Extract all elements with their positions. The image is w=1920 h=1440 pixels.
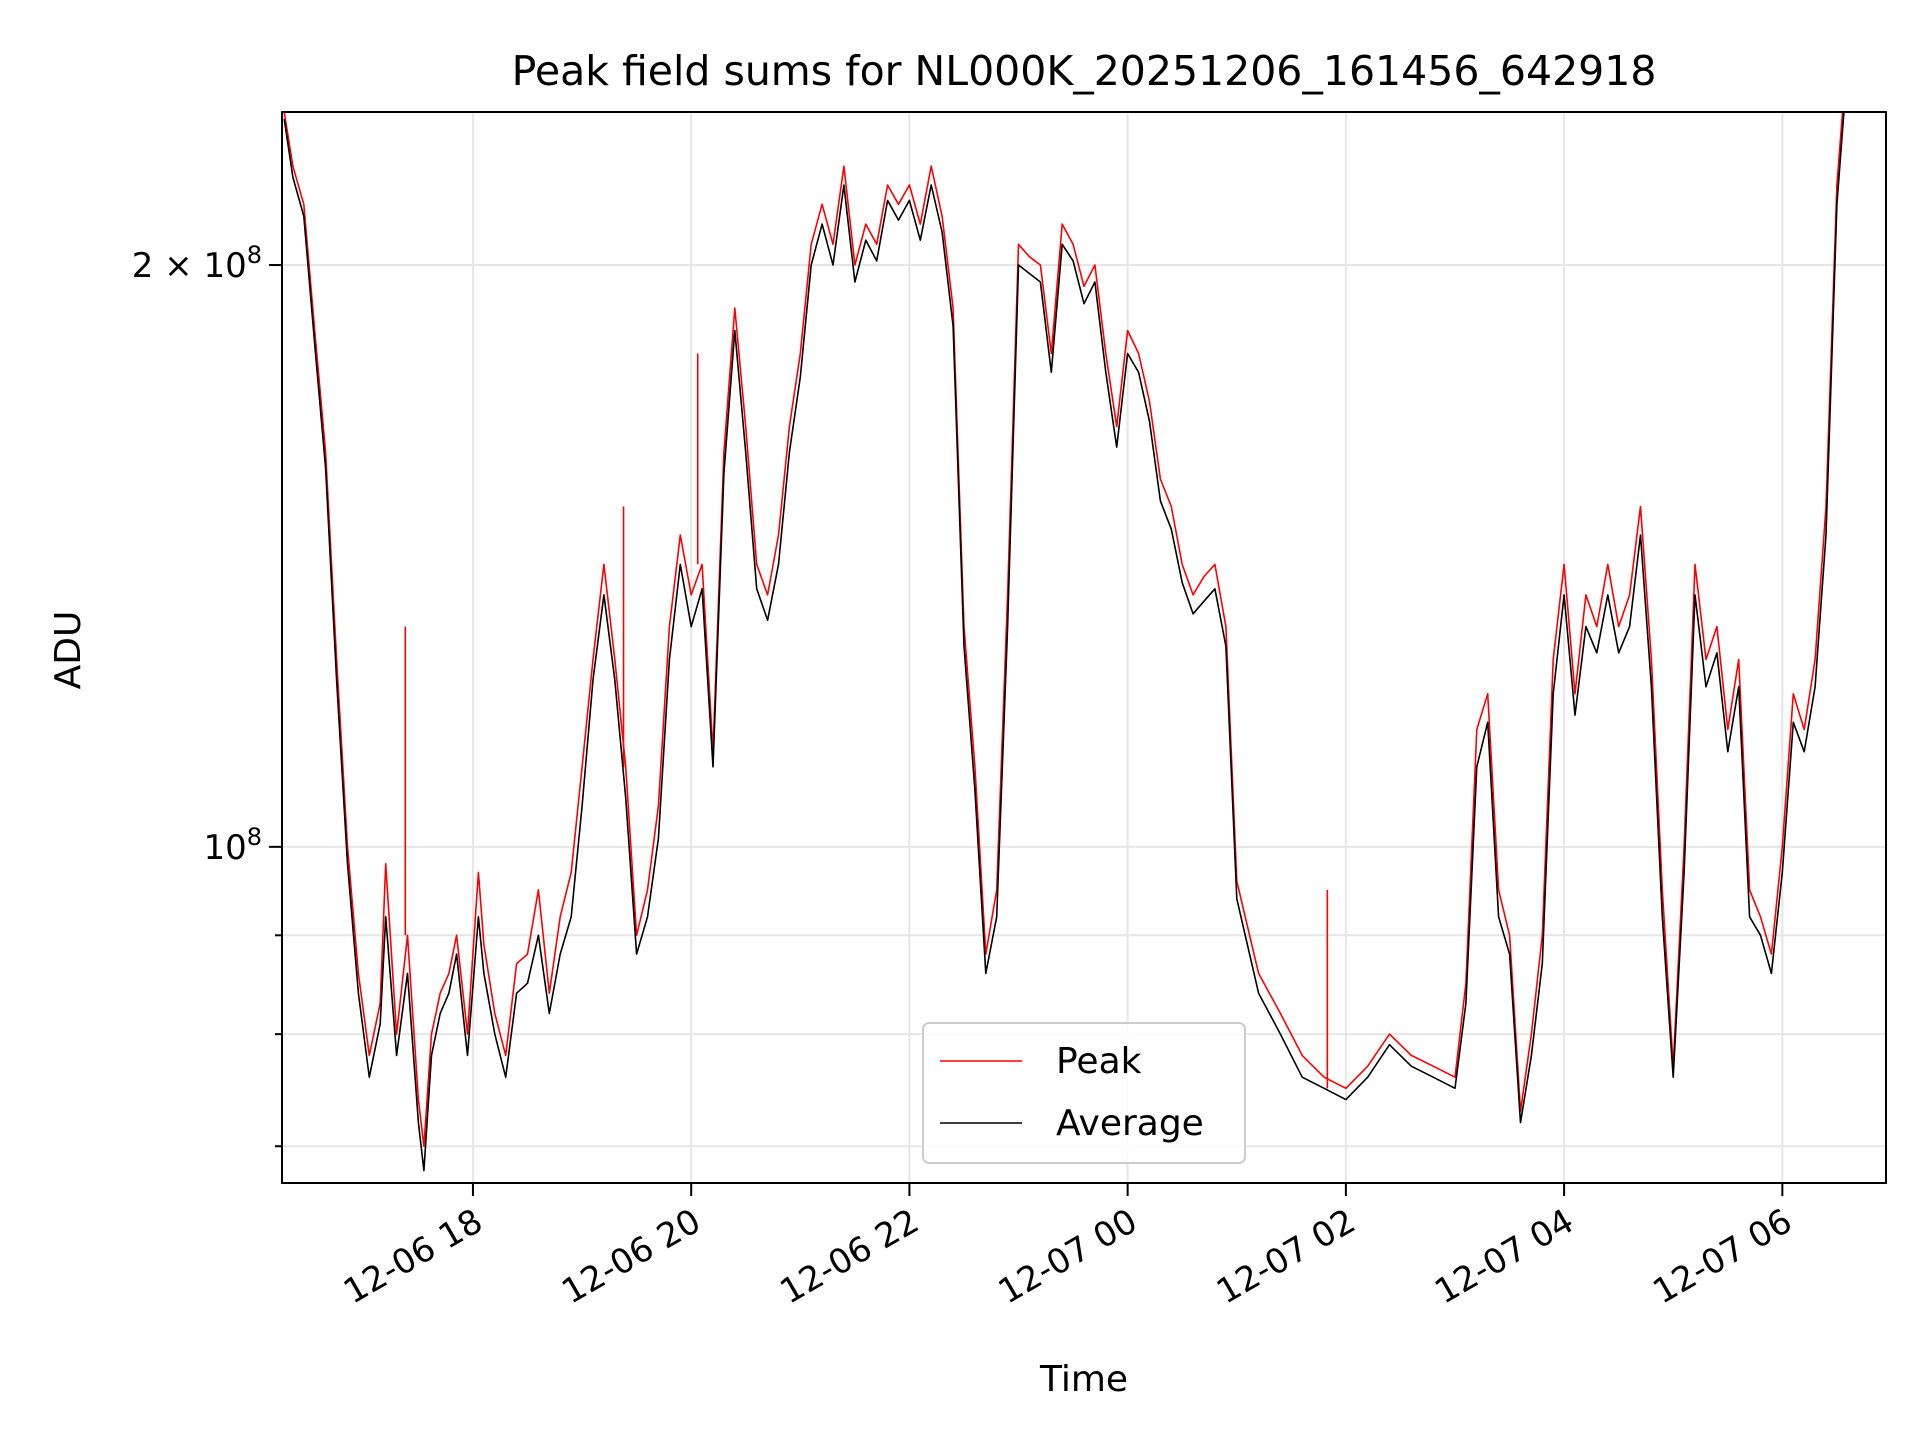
x-tick-label: 12-06 22 <box>774 1201 926 1312</box>
legend-box <box>922 1022 1246 1164</box>
x-tick-label: 12-06 20 <box>555 1201 707 1312</box>
y-axis-label: ADU <box>48 611 89 690</box>
x-tick-label: 12-07 02 <box>1210 1201 1362 1312</box>
legend-peak-label: Peak <box>1056 1041 1142 1082</box>
series-line-peak <box>283 112 1844 1147</box>
series-line-average <box>283 112 1845 1172</box>
y-tick-label: 108 <box>203 823 262 868</box>
plot-frame <box>281 111 1887 1184</box>
x-tick-label: 12-07 00 <box>992 1201 1144 1312</box>
x-tick-label: 12-06 18 <box>337 1201 489 1312</box>
x-tick-label: 12-07 06 <box>1646 1201 1798 1312</box>
legend: Peak Average <box>922 1022 1246 1164</box>
y-tick-label: 2 × 108 <box>132 241 262 286</box>
y-axis: 108 2 × 108 <box>132 241 282 1148</box>
plot-area <box>282 112 1886 1183</box>
x-axis: 12-06 18 12-06 20 12-06 22 12-07 00 12-07 02… <box>337 1183 1799 1312</box>
x-tick-label: 12-07 04 <box>1428 1201 1580 1312</box>
x-axis-label: Time <box>1039 1359 1128 1400</box>
chart-title: Peak field sums for NL000K_20251206_1614… <box>512 47 1657 95</box>
legend-average-label: Average <box>1056 1103 1204 1144</box>
series-layer <box>283 112 1845 1172</box>
